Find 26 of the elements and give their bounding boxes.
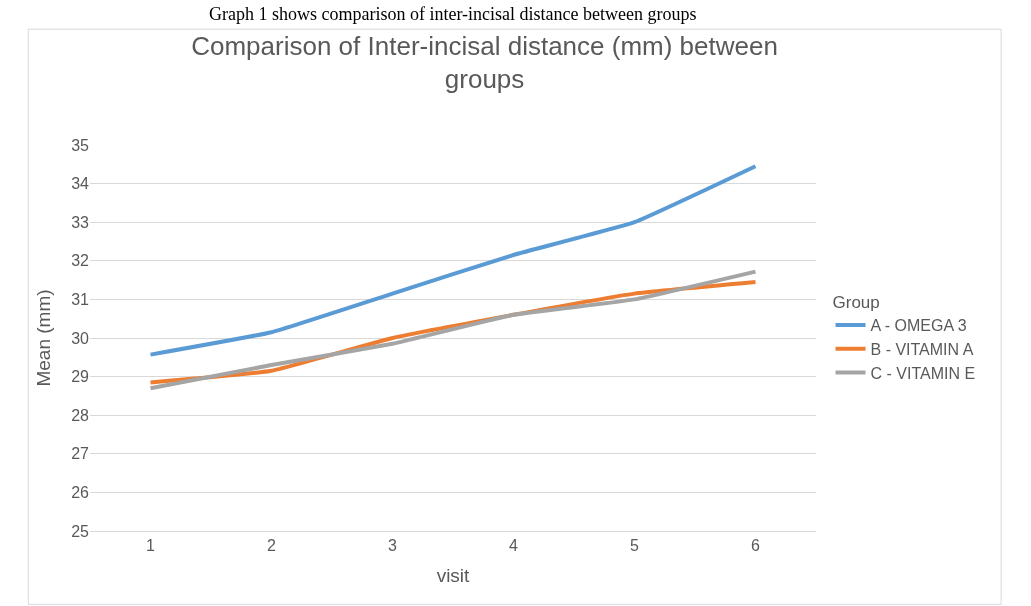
y-tick-label: 33 <box>71 213 90 231</box>
y-tick-label: 35 <box>71 136 90 154</box>
y-tick-label: 26 <box>71 484 90 501</box>
chart-title: Comparison of Inter-incisal distance (mm) between groups <box>191 30 778 95</box>
x-tick-label: 5 <box>630 537 640 555</box>
x-tick-label: 2 <box>267 537 277 555</box>
y-tick-label: 29 <box>71 368 90 386</box>
line-series <box>148 164 758 357</box>
legend-label: C - VITAMIN E <box>870 364 976 382</box>
y-tick-label: 27 <box>71 445 90 463</box>
legend-label: B - VITAMIN A <box>870 341 974 359</box>
y-tick-label: 32 <box>71 252 90 270</box>
x-tick-label: 6 <box>751 537 761 555</box>
x-tick-label: 4 <box>509 537 519 555</box>
y-tick-label: 31 <box>71 291 90 308</box>
legend-title: Group <box>832 293 880 313</box>
x-tick-label: 3 <box>388 537 398 555</box>
y-tick-label: 28 <box>71 406 90 424</box>
legend-label: A - OMEGA 3 <box>870 317 967 335</box>
x-tick-label: 1 <box>146 537 156 555</box>
caption: Graph 1 shows comparison of inter-incisal distance between groups <box>209 4 697 24</box>
y-tick-label: 25 <box>71 522 90 540</box>
y-tick-label: 34 <box>71 175 90 193</box>
x-axis-title: visit <box>436 565 471 586</box>
y-axis-title: Mean (mm) <box>33 289 55 387</box>
y-tick-label: 30 <box>71 329 90 347</box>
